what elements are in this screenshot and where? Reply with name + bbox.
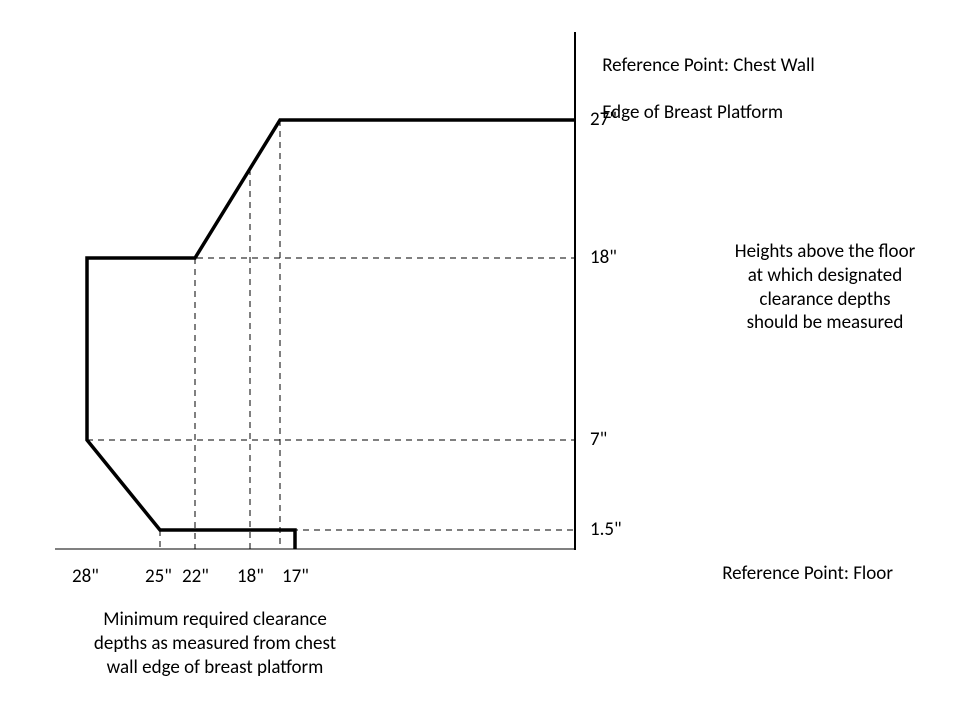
ref-top-line1: Reference Point: Chest Wall [602,54,815,77]
height-label-18: 18" [590,246,617,270]
clearance-outline [87,120,575,549]
depths-caption: Minimum required clearance depths as mea… [70,608,360,679]
depth-label-25: 25" [145,565,172,589]
height-label-27: 27" [590,108,617,132]
depth-label-18: 18" [237,565,264,589]
ref-point-floor: Reference Point: Floor [705,538,893,609]
ref-top-line2: Edge of Breast Platform [602,101,783,124]
heights-line4: should be measured [747,311,904,334]
heights-line3: clearance depths [759,288,890,311]
depth-label-22: 22" [182,565,209,589]
ref-floor-text: Reference Point: Floor [722,562,893,585]
height-label-1-5: 1.5" [590,518,622,542]
height-label-7: 7" [590,428,607,452]
heights-line2: at which designated [748,264,903,287]
diagram-stage: Reference Point: Chest Wall Edge of Brea… [0,0,960,720]
depth-label-17: 17" [282,565,309,589]
depths-line2: depths as measured from chest [94,632,336,655]
heights-line1: Heights above the floor [735,240,915,263]
depths-line1: Minimum required clearance [103,608,327,631]
depths-line3: wall edge of breast platform [107,656,324,679]
ref-point-top: Reference Point: Chest Wall Edge of Brea… [585,30,815,149]
heights-caption: Heights above the floor at which designa… [710,240,940,335]
depth-label-28: 28" [72,565,99,589]
